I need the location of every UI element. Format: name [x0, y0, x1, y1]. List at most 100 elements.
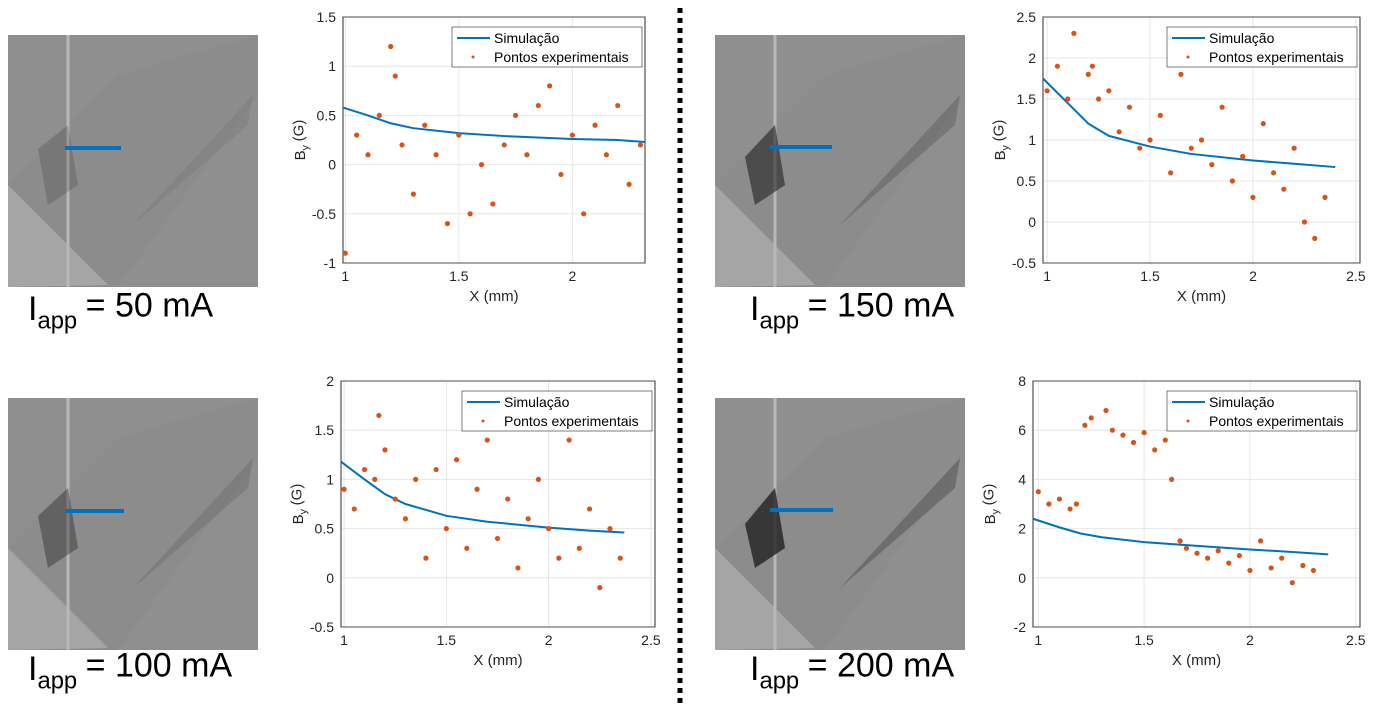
legend-label: Simulação: [1209, 30, 1275, 46]
y-axis-label-main: B: [290, 514, 307, 524]
data-point: [1229, 178, 1235, 184]
data-point: [484, 437, 490, 443]
shadow-streak: [133, 95, 253, 225]
x-tick-label: 2: [545, 632, 553, 648]
caption: Iapp = 150 mA: [750, 286, 954, 334]
y-tick-label: -0.5: [312, 206, 336, 222]
data-point: [1152, 447, 1158, 453]
data-point: [535, 102, 541, 109]
data-point: [392, 73, 398, 79]
y-axis-label: By (G): [990, 120, 1011, 161]
data-point: [1169, 476, 1175, 482]
data-point: [1236, 553, 1242, 559]
data-point: [597, 585, 603, 591]
data-point: [1106, 88, 1112, 94]
x-tick-label: 1.5: [437, 632, 457, 648]
data-point: [512, 112, 519, 118]
data-point: [1056, 496, 1063, 502]
data-point: [1035, 489, 1041, 495]
y-axis-label: By (G): [288, 484, 309, 525]
caption-sub: app: [37, 307, 77, 334]
data-point: [354, 132, 360, 138]
data-point: [1194, 550, 1200, 556]
caption-rest: = 200 mA: [808, 646, 955, 684]
data-point: [402, 516, 409, 522]
y-tick-label: 0.5: [1017, 173, 1037, 189]
legend-box: [461, 390, 653, 432]
data-point: [592, 122, 598, 128]
data-point: [1300, 562, 1306, 569]
y-tick-label: 1: [1028, 132, 1036, 148]
caption-sub: app: [37, 667, 77, 694]
data-point: [1065, 96, 1071, 102]
y-tick-label: 1.5: [317, 9, 337, 25]
y-axis-label-main: B: [982, 514, 999, 524]
data-point: [478, 162, 485, 168]
data-point: [433, 152, 439, 158]
data-point: [453, 457, 460, 463]
caption-rest: = 150 mA: [808, 286, 955, 324]
micrograph-edge: [8, 398, 258, 650]
data-point: [376, 112, 382, 118]
y-axis-label: By (G): [980, 484, 1001, 525]
data-point: [501, 142, 507, 148]
x-tick-label: 2.5: [641, 632, 661, 648]
data-point: [1268, 565, 1274, 571]
data-point: [1082, 422, 1088, 428]
data-point: [1312, 235, 1318, 241]
data-point: [1188, 145, 1194, 151]
data-point: [1095, 96, 1102, 102]
data-point: [547, 83, 553, 89]
data-point: [372, 476, 378, 482]
x-axis-label: X (mm): [469, 288, 518, 305]
caption: Iapp = 100 mA: [28, 646, 232, 694]
data-point: [423, 555, 429, 561]
caption-sub: app: [759, 307, 799, 334]
data-point: [1071, 30, 1077, 36]
data-point: [1044, 88, 1050, 94]
legend-label: Pontos experimentais: [1209, 413, 1344, 429]
data-point: [392, 496, 398, 502]
data-point: [1310, 567, 1317, 574]
y-tick-label: 2: [1028, 50, 1036, 66]
x-tick-label: 2: [568, 268, 576, 284]
data-point: [1226, 560, 1232, 566]
data-point: [1240, 153, 1246, 159]
caption-main: I: [750, 650, 759, 688]
caption-rest: = 100 mA: [86, 646, 233, 684]
y-tick-label: 0: [328, 157, 336, 173]
data-point: [1162, 437, 1168, 443]
x-tick-label: 2: [1246, 632, 1254, 648]
data-point: [1130, 439, 1137, 446]
shadow: [38, 125, 78, 205]
caption-main: I: [750, 290, 759, 328]
axes-frame: [340, 380, 656, 628]
y-tick-label: -0.5: [310, 619, 334, 635]
y-axis-label: By (G): [290, 120, 311, 161]
data-point: [617, 555, 623, 561]
legend-marker: [1186, 419, 1190, 423]
legend-label: Pontos experimentais: [504, 413, 639, 429]
data-point: [637, 142, 644, 148]
data-point: [1219, 104, 1225, 110]
micrograph-bank: [8, 548, 108, 650]
y-tick-label: 2: [326, 373, 334, 389]
x-axis-label: X (mm): [473, 652, 522, 669]
x-tick-label: 1.5: [1134, 632, 1154, 648]
data-point: [569, 132, 575, 138]
micrograph-edge: [715, 398, 965, 650]
data-point: [515, 565, 521, 571]
legend-marker: [1186, 55, 1190, 59]
y-tick-label: 0.5: [315, 521, 335, 537]
data-point: [1289, 580, 1295, 586]
y-axis-label-sub: y: [1000, 144, 1012, 150]
data-point: [535, 476, 542, 482]
data-point: [1250, 194, 1256, 200]
caption: Iapp = 50 mA: [28, 286, 214, 334]
data-point: [443, 526, 449, 532]
data-point: [444, 221, 451, 227]
x-axis-label: X (mm): [1172, 652, 1221, 669]
x-tick-label: 1: [1043, 268, 1051, 284]
data-point: [456, 132, 462, 138]
